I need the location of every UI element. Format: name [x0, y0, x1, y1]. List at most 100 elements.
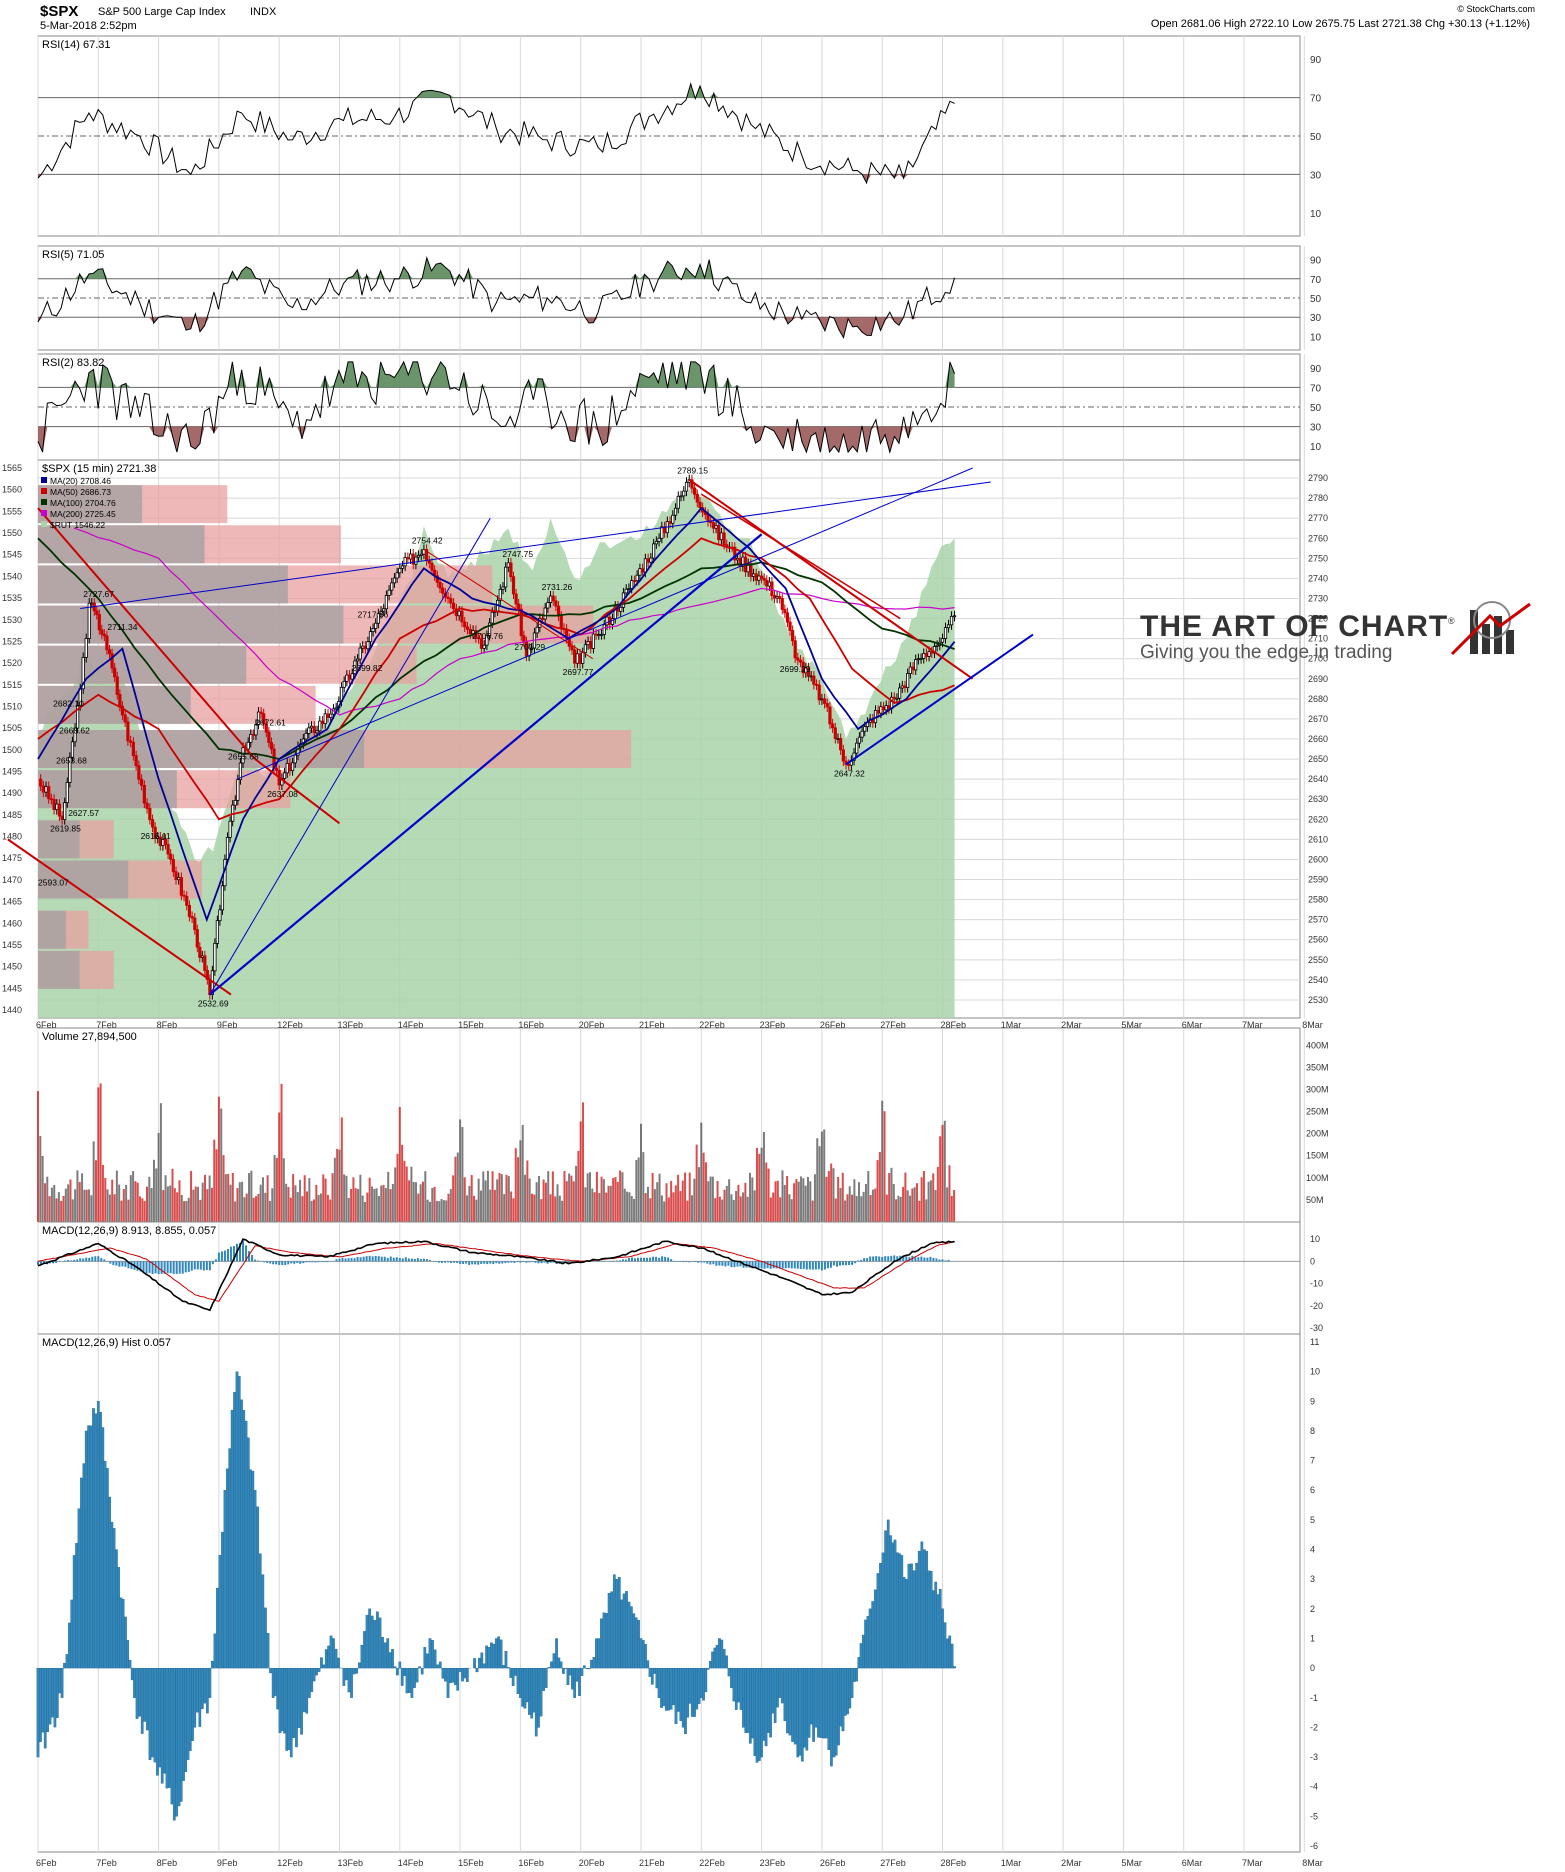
rut-ytick: 1455 — [2, 940, 22, 950]
x-axis-label: 16Feb — [518, 1020, 544, 1030]
candle-body — [841, 749, 845, 762]
volume-bar — [695, 1144, 698, 1222]
macd-diff-bar — [646, 1257, 649, 1262]
macd-hist-bar — [205, 1667, 209, 1714]
macd-diff-bar — [917, 1257, 920, 1262]
macd-hist-bar — [871, 1601, 875, 1669]
macd-hist-bar — [271, 1667, 275, 1698]
macd-hist-bar — [681, 1667, 685, 1728]
macd-hist-bar — [923, 1549, 926, 1669]
candle-body — [68, 756, 72, 783]
macd-diff-bar — [805, 1261, 808, 1270]
rsi5-line — [37, 256, 956, 339]
macd-diff-bar — [70, 1260, 73, 1262]
candle-body — [293, 754, 297, 764]
macd-diff-bar — [835, 1261, 838, 1267]
macd-hist-bar — [646, 1660, 650, 1669]
macd-hist-bar — [697, 1667, 701, 1704]
macd-hist-bar — [403, 1667, 406, 1676]
volume-bar — [264, 1192, 267, 1222]
volume-bar — [827, 1170, 830, 1222]
macd-hist-bar — [345, 1667, 348, 1681]
macd-diff-bar — [528, 1261, 531, 1263]
macd-hist-bar — [653, 1667, 656, 1674]
candle-body — [363, 645, 367, 650]
macd-diff-bar — [359, 1257, 362, 1262]
macd-hist-title: MACD(12,26,9) Hist 0.057 — [42, 1337, 171, 1349]
x-axis-label: 27Feb — [880, 1858, 906, 1868]
x-axis-label: 12Feb — [277, 1858, 303, 1868]
volume-bar — [384, 1188, 387, 1222]
candle-body — [220, 885, 225, 911]
macd-hist-bar — [532, 1667, 536, 1713]
macd-diff-bar — [248, 1251, 251, 1262]
candle-body — [382, 608, 386, 612]
macd-diff-bar — [290, 1261, 293, 1264]
volume-bar — [329, 1199, 332, 1222]
volume-bar — [438, 1201, 441, 1222]
candle-body — [269, 742, 274, 750]
candle-body — [403, 557, 407, 567]
macd-diff-bar — [498, 1261, 501, 1264]
volume-bar — [486, 1170, 489, 1222]
macd-hist-bar — [830, 1667, 833, 1767]
macd-hist-bar — [725, 1655, 728, 1669]
macd-hist-bar — [846, 1667, 849, 1715]
volume-bar — [570, 1175, 573, 1222]
price-point-label: 2637.08 — [267, 789, 298, 799]
macd-diff-bar — [890, 1255, 893, 1262]
macd-hist-bar — [370, 1615, 374, 1669]
candle-body — [714, 525, 718, 529]
candle-body — [706, 514, 710, 523]
candle-body — [347, 674, 352, 680]
x-axis-label: 16Feb — [518, 1858, 544, 1868]
macd-hist-bar — [597, 1638, 601, 1669]
volume-bar — [412, 1181, 415, 1222]
price-ytick: 2580 — [1308, 895, 1328, 905]
volume-bar — [521, 1124, 524, 1222]
volume-bar — [366, 1192, 369, 1222]
macd-hist-bar — [644, 1644, 647, 1669]
volume-bar — [282, 1158, 285, 1222]
macd-hist-bar — [767, 1667, 770, 1733]
trendline — [236, 467, 973, 780]
macd-hist-bar — [360, 1644, 364, 1669]
macd-hist-ytick: -5 — [1310, 1811, 1318, 1821]
volume-bar — [433, 1186, 436, 1222]
candle-body — [627, 588, 631, 590]
volume-ytick: 150M — [1306, 1151, 1329, 1161]
volume-bar — [739, 1196, 742, 1222]
macd-hist-bar — [310, 1667, 314, 1692]
macd-hist-bar — [408, 1667, 411, 1693]
macd-hist-bar — [762, 1667, 766, 1741]
volume-bar — [361, 1195, 364, 1222]
macd-diff-bar — [778, 1261, 781, 1269]
rut-ytick: 1555 — [2, 506, 22, 516]
macd-hist-bar — [544, 1667, 548, 1688]
volume-bar — [85, 1189, 88, 1222]
macd-diff-bar — [655, 1256, 658, 1262]
candle-body — [589, 641, 593, 649]
macd-diff-bar — [845, 1261, 848, 1266]
candle-body — [185, 895, 189, 906]
volume-bar — [452, 1175, 455, 1222]
macd-hist-bar — [438, 1661, 442, 1669]
macd-diff-bar — [905, 1256, 908, 1262]
candle-body — [329, 713, 333, 718]
macd-hist-bar — [693, 1667, 696, 1717]
volume-bar — [582, 1102, 585, 1222]
candle-body — [320, 720, 325, 725]
volume-bar — [350, 1188, 353, 1222]
macd-diff-bar — [465, 1261, 468, 1264]
macd-hist-ytick: 11 — [1310, 1337, 1319, 1347]
volume-bar — [357, 1188, 360, 1222]
macd-hist-bar — [575, 1667, 579, 1682]
macd-hist-bar — [251, 1470, 255, 1669]
candle-body — [635, 574, 639, 582]
macd-hist-bar — [672, 1667, 675, 1706]
candle-body — [749, 563, 753, 577]
volume-bar — [115, 1170, 118, 1222]
volume-bar — [359, 1174, 362, 1222]
macd-hist-bar — [487, 1647, 491, 1669]
candle-body — [390, 582, 394, 591]
